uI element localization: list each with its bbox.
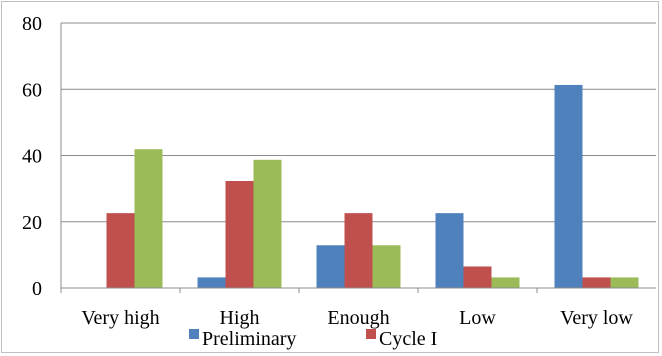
bar (435, 213, 464, 288)
bar (225, 181, 254, 288)
x-tick-label: Very low (560, 307, 633, 329)
x-tick-label: Low (459, 307, 496, 329)
bar (372, 245, 401, 288)
bars (106, 84, 639, 288)
bar (253, 159, 282, 288)
bar (491, 277, 520, 288)
legend-swatch (366, 329, 376, 339)
tick-labels: 0 20 40 60 80 Very high High Enough Low Very low (22, 13, 633, 329)
legend: Preliminary Cycle I (189, 328, 437, 350)
x-tick-label: Enough (327, 307, 389, 329)
bar (610, 277, 639, 288)
y-tick-label: 20 (22, 212, 42, 234)
axes (60, 23, 656, 293)
x-tick-label: Very high (81, 307, 159, 329)
legend-label: Preliminary (202, 328, 296, 350)
y-tick-label: 0 (32, 278, 42, 300)
bar (134, 149, 163, 288)
bar (554, 84, 583, 288)
legend-swatch (189, 329, 199, 339)
y-tick-label: 80 (22, 13, 42, 35)
bar (344, 213, 373, 288)
legend-label: Cycle I (379, 328, 437, 350)
x-tick-label: High (220, 307, 260, 329)
bar (106, 213, 135, 288)
y-tick-label: 60 (22, 79, 42, 101)
bar (463, 266, 492, 288)
bar (197, 277, 226, 288)
bar (316, 245, 345, 288)
bar (582, 277, 611, 288)
y-tick-label: 40 (22, 146, 42, 168)
